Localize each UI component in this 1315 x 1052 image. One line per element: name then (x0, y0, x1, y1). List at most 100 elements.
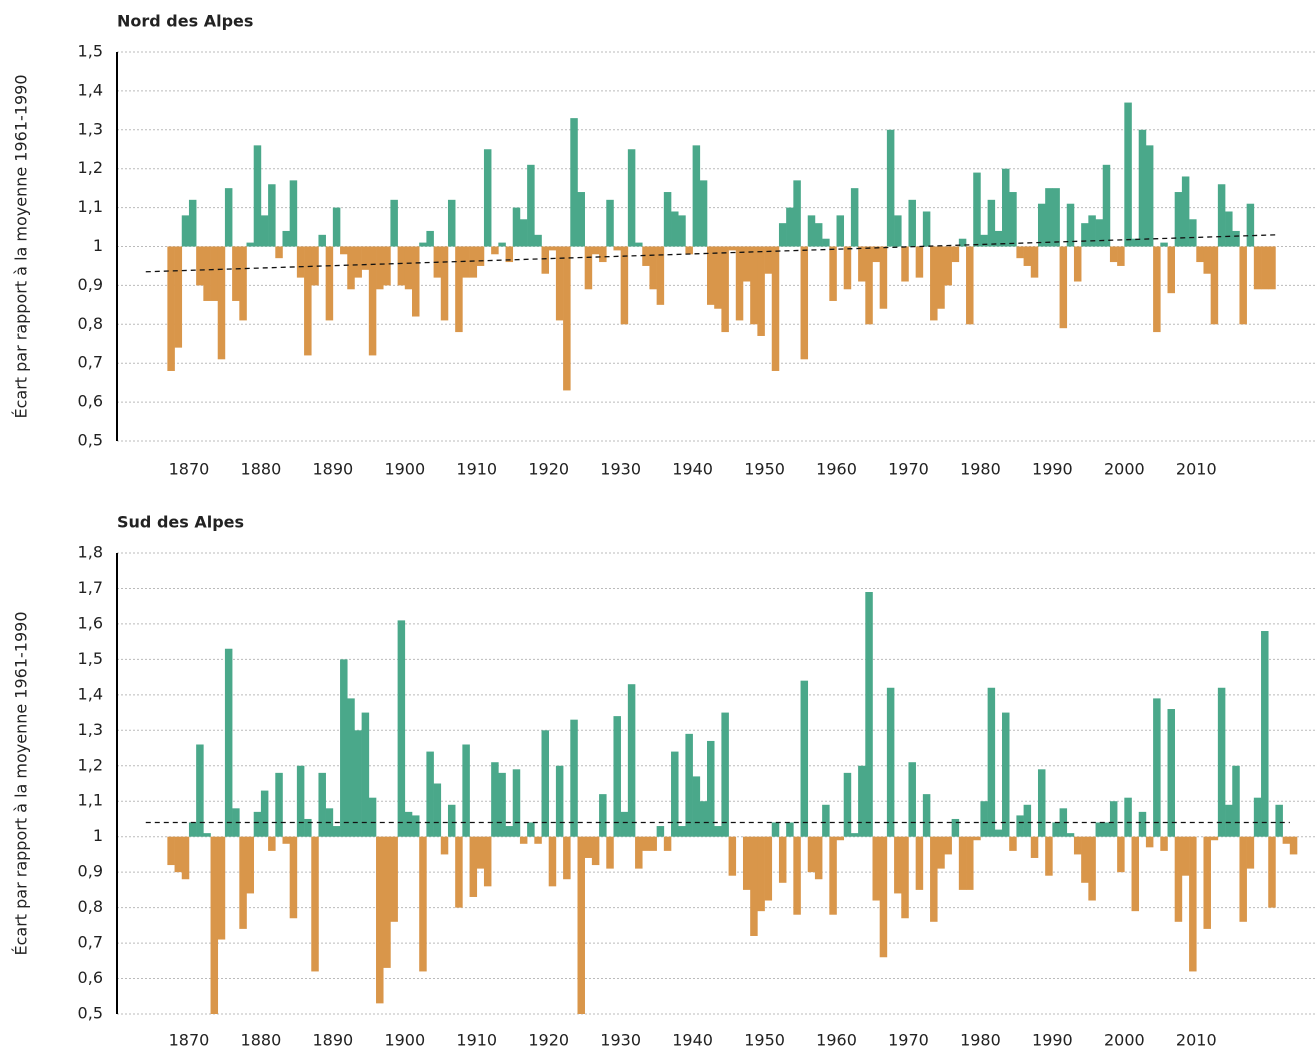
bar (678, 215, 686, 247)
bar (534, 836, 542, 844)
y-tick-label: 0,8 (78, 897, 103, 916)
bar (685, 733, 693, 837)
y-tick-label: 1,3 (78, 720, 103, 739)
bar (318, 772, 326, 837)
bar (973, 172, 981, 247)
bar (1073, 246, 1082, 282)
bar (879, 836, 888, 958)
bar (447, 199, 456, 247)
bar (901, 246, 909, 282)
x-tick-label: 1890 (312, 460, 353, 479)
bar (663, 836, 672, 851)
bar (433, 783, 442, 837)
y-tick-label: 0,9 (78, 862, 103, 881)
x-tick-label: 1870 (169, 1031, 210, 1050)
bar (1016, 815, 1024, 837)
bar (793, 836, 801, 915)
bar (1289, 836, 1298, 855)
bar (599, 246, 607, 263)
bar (1045, 836, 1053, 876)
bar (404, 246, 413, 290)
bar (1239, 246, 1247, 325)
bar (1052, 822, 1060, 837)
bar (699, 180, 708, 247)
bar (505, 246, 514, 263)
bar (577, 836, 585, 1014)
bar (1066, 833, 1075, 837)
x-tick-label: 1980 (960, 460, 1001, 479)
bar (1095, 219, 1104, 247)
x-tick-label: 1930 (600, 1031, 641, 1050)
bar (951, 246, 960, 263)
x-tick-label: 1990 (1032, 1031, 1073, 1050)
bar (937, 836, 945, 869)
bar (347, 246, 355, 290)
y-tick-label: 1,6 (78, 613, 103, 632)
bar (224, 188, 233, 247)
bar (383, 246, 391, 286)
y-tick-label: 1,2 (78, 755, 103, 774)
bar (649, 836, 657, 851)
bar (397, 246, 406, 286)
x-tick-label: 1880 (241, 460, 282, 479)
bar (714, 826, 722, 837)
bar (635, 836, 643, 869)
bar (311, 836, 319, 972)
bar (1217, 184, 1226, 247)
bar (1153, 698, 1161, 837)
x-tick-label: 1930 (600, 460, 641, 479)
y-tick-label: 1,1 (78, 791, 103, 810)
bar (1189, 219, 1197, 247)
bar (786, 207, 794, 247)
x-tick-label: 2000 (1104, 460, 1145, 479)
bar (296, 246, 305, 278)
bar (210, 246, 219, 301)
bar (1253, 246, 1262, 290)
bar (167, 246, 175, 371)
x-tick-label: 1880 (241, 1031, 282, 1050)
bar (527, 822, 535, 837)
x-tick-label: 1990 (1032, 460, 1073, 479)
bar (671, 751, 679, 837)
bar (613, 716, 621, 837)
bar (426, 230, 434, 247)
bar (1037, 769, 1046, 837)
bar (922, 794, 931, 837)
bar (1268, 836, 1276, 908)
bar (426, 751, 434, 837)
bar (692, 776, 701, 837)
bar (901, 836, 909, 919)
bar (584, 246, 593, 290)
bar (1023, 804, 1032, 837)
bar (376, 836, 384, 1004)
bar (994, 230, 1003, 247)
bar (1145, 145, 1154, 247)
bar (1009, 836, 1017, 851)
bar (1189, 836, 1197, 972)
bar (1145, 836, 1154, 848)
bar (1131, 836, 1140, 912)
bar (750, 836, 758, 936)
bar (858, 765, 866, 837)
bar (332, 826, 341, 837)
bar (814, 223, 823, 247)
bar (807, 836, 816, 873)
bar (1217, 687, 1226, 837)
bar (1210, 836, 1219, 841)
bar (1268, 246, 1276, 290)
bar (707, 740, 715, 837)
bar (181, 215, 190, 247)
bar (894, 215, 902, 247)
bar (836, 836, 845, 841)
bar (469, 836, 478, 897)
bar (642, 246, 650, 266)
bar (491, 246, 499, 255)
bar (642, 836, 650, 851)
bar (289, 180, 298, 247)
bar (915, 836, 924, 890)
x-tick-label: 1890 (312, 1031, 353, 1050)
x-tick-label: 2010 (1176, 1031, 1217, 1050)
bar (778, 836, 787, 883)
bar (340, 659, 348, 837)
bar (620, 811, 629, 837)
